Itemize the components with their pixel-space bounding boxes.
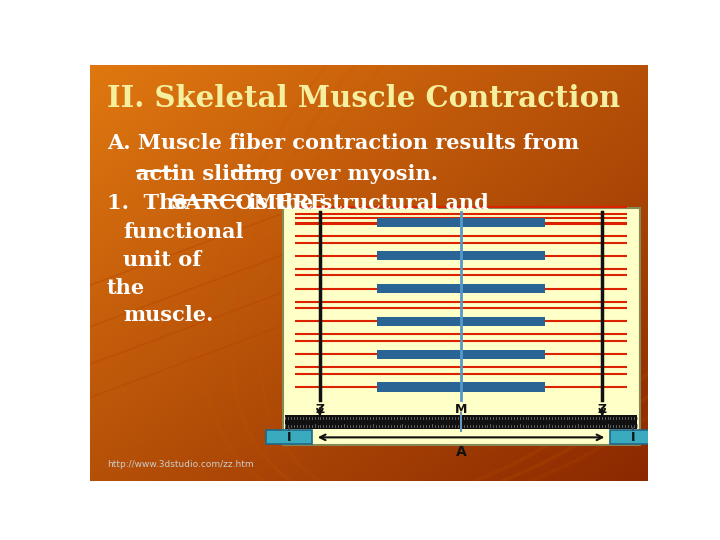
Text: actin sliding over myosin.: actin sliding over myosin. xyxy=(107,164,438,184)
Text: A. Muscle fiber contraction results from: A. Muscle fiber contraction results from xyxy=(107,133,579,153)
Text: Z: Z xyxy=(315,403,325,416)
Text: I: I xyxy=(631,431,635,444)
Bar xyxy=(282,208,639,446)
Text: 1.  The: 1. The xyxy=(107,193,194,213)
Bar xyxy=(285,415,636,429)
Bar xyxy=(377,218,545,227)
Bar xyxy=(610,430,656,444)
Bar xyxy=(266,430,312,444)
Bar xyxy=(377,349,545,359)
Text: SARCOMERE: SARCOMERE xyxy=(171,193,327,213)
Text: A: A xyxy=(456,445,467,459)
Text: Z: Z xyxy=(598,403,607,416)
Text: muscle.: muscle. xyxy=(124,305,214,325)
Text: I: I xyxy=(287,431,292,444)
Bar xyxy=(377,382,545,392)
Bar xyxy=(377,284,545,293)
Text: is the structural and: is the structural and xyxy=(240,193,488,213)
Bar xyxy=(377,317,545,326)
Text: functional: functional xyxy=(124,222,244,242)
Text: II. Skeletal Muscle Contraction: II. Skeletal Muscle Contraction xyxy=(107,84,620,112)
Text: the: the xyxy=(107,278,145,298)
Text: unit of: unit of xyxy=(124,250,202,270)
Text: http://www.3dstudio.com/zz.htm: http://www.3dstudio.com/zz.htm xyxy=(107,460,253,469)
Bar xyxy=(377,251,545,260)
Text: M: M xyxy=(455,403,467,416)
